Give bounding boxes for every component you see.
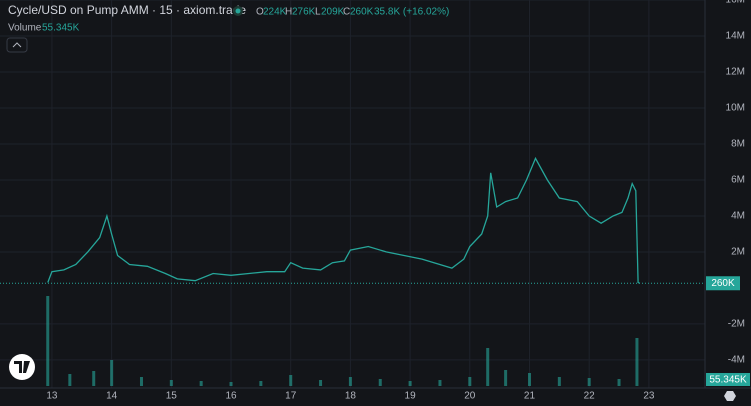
collapse-button[interactable] — [6, 37, 28, 53]
y-tick-label: 14M — [726, 31, 745, 42]
volume-bar — [438, 380, 442, 386]
x-tick-label: 23 — [643, 391, 655, 402]
collapse-icon — [12, 42, 22, 48]
volume-bar — [259, 381, 263, 386]
volume-bar — [587, 378, 591, 386]
x-tick-label: 16 — [225, 391, 237, 402]
y-tick-label: 16M — [726, 0, 745, 6]
status-dot — [235, 8, 241, 14]
x-tick-label: 19 — [405, 391, 417, 402]
settings-icon[interactable] — [724, 391, 736, 401]
volume-bar — [408, 381, 412, 386]
ohlc-label: C — [343, 7, 350, 18]
volume-bar — [635, 338, 639, 386]
volume-bar — [486, 348, 490, 386]
ohlc-value: 276K — [292, 7, 316, 18]
plot — [0, 156, 705, 284]
price-line — [47, 156, 641, 284]
y-tick-label: 2M — [731, 247, 745, 258]
volume — [46, 296, 639, 386]
volume-bar — [557, 377, 561, 386]
y-tick-label: -4M — [728, 355, 745, 366]
volume-bar — [378, 379, 382, 386]
volume-bar — [527, 373, 531, 386]
ohlc-label: L — [315, 7, 321, 18]
x-tick-label: 13 — [46, 391, 58, 402]
volume-bar — [229, 382, 233, 386]
chart-title: Cycle/USD on Pump AMM · 15 · axiom.trade — [8, 3, 246, 17]
volume-bar — [289, 375, 293, 386]
ohlc-label: H — [285, 7, 292, 18]
x-tick-label: 17 — [285, 391, 297, 402]
volume-bar — [169, 380, 173, 386]
last-price-tag — [706, 276, 740, 291]
volume-bar — [348, 377, 352, 386]
volume-bar — [468, 377, 472, 386]
x-tick-label: 21 — [524, 391, 536, 402]
y-tick-label: 12M — [726, 67, 745, 78]
volume-bar — [68, 374, 72, 386]
volume-label: Volume — [8, 23, 42, 34]
volume-tag — [706, 373, 750, 386]
y-tick-label: -2M — [728, 319, 745, 330]
x-tick-label: 15 — [166, 391, 178, 402]
x-tick-label: 14 — [106, 391, 118, 402]
last-price-label: 260K — [711, 278, 735, 289]
x-tick-label: 22 — [584, 391, 596, 402]
volume-bar — [617, 379, 621, 386]
volume-bar — [319, 380, 323, 386]
ohlc-value: 224K — [263, 7, 287, 18]
y-tick-label: 10M — [726, 103, 745, 114]
ohlc-change: 35.8K (+16.02%) — [374, 7, 449, 18]
y-tick-label: 8M — [731, 139, 745, 150]
volume-tag-label: 55.345K — [709, 375, 747, 386]
ohlc-value: 260K — [350, 7, 374, 18]
volume-bar — [92, 371, 96, 386]
volume-bar — [199, 381, 203, 386]
volume-bar — [139, 377, 143, 386]
ohlc-label: O — [256, 7, 264, 18]
volume-bar — [110, 360, 114, 386]
axes: -4M -2M 2M 4M 6M 8M 10M 12M 14M 16M 13 14 15 16 17 18 19… — [46, 0, 750, 402]
y-tick-label: 4M — [731, 211, 745, 222]
x-tick-label: 20 — [464, 391, 476, 402]
ohlc-value: 209K — [321, 7, 345, 18]
grid — [0, 0, 705, 388]
x-tick-label: 18 — [345, 391, 357, 402]
y-tick-label: 6M — [731, 175, 745, 186]
tv-logo-mark — [14, 361, 30, 373]
volume-bar — [504, 370, 508, 386]
volume-value: 55.345K — [42, 23, 80, 34]
volume-bar — [46, 296, 50, 386]
